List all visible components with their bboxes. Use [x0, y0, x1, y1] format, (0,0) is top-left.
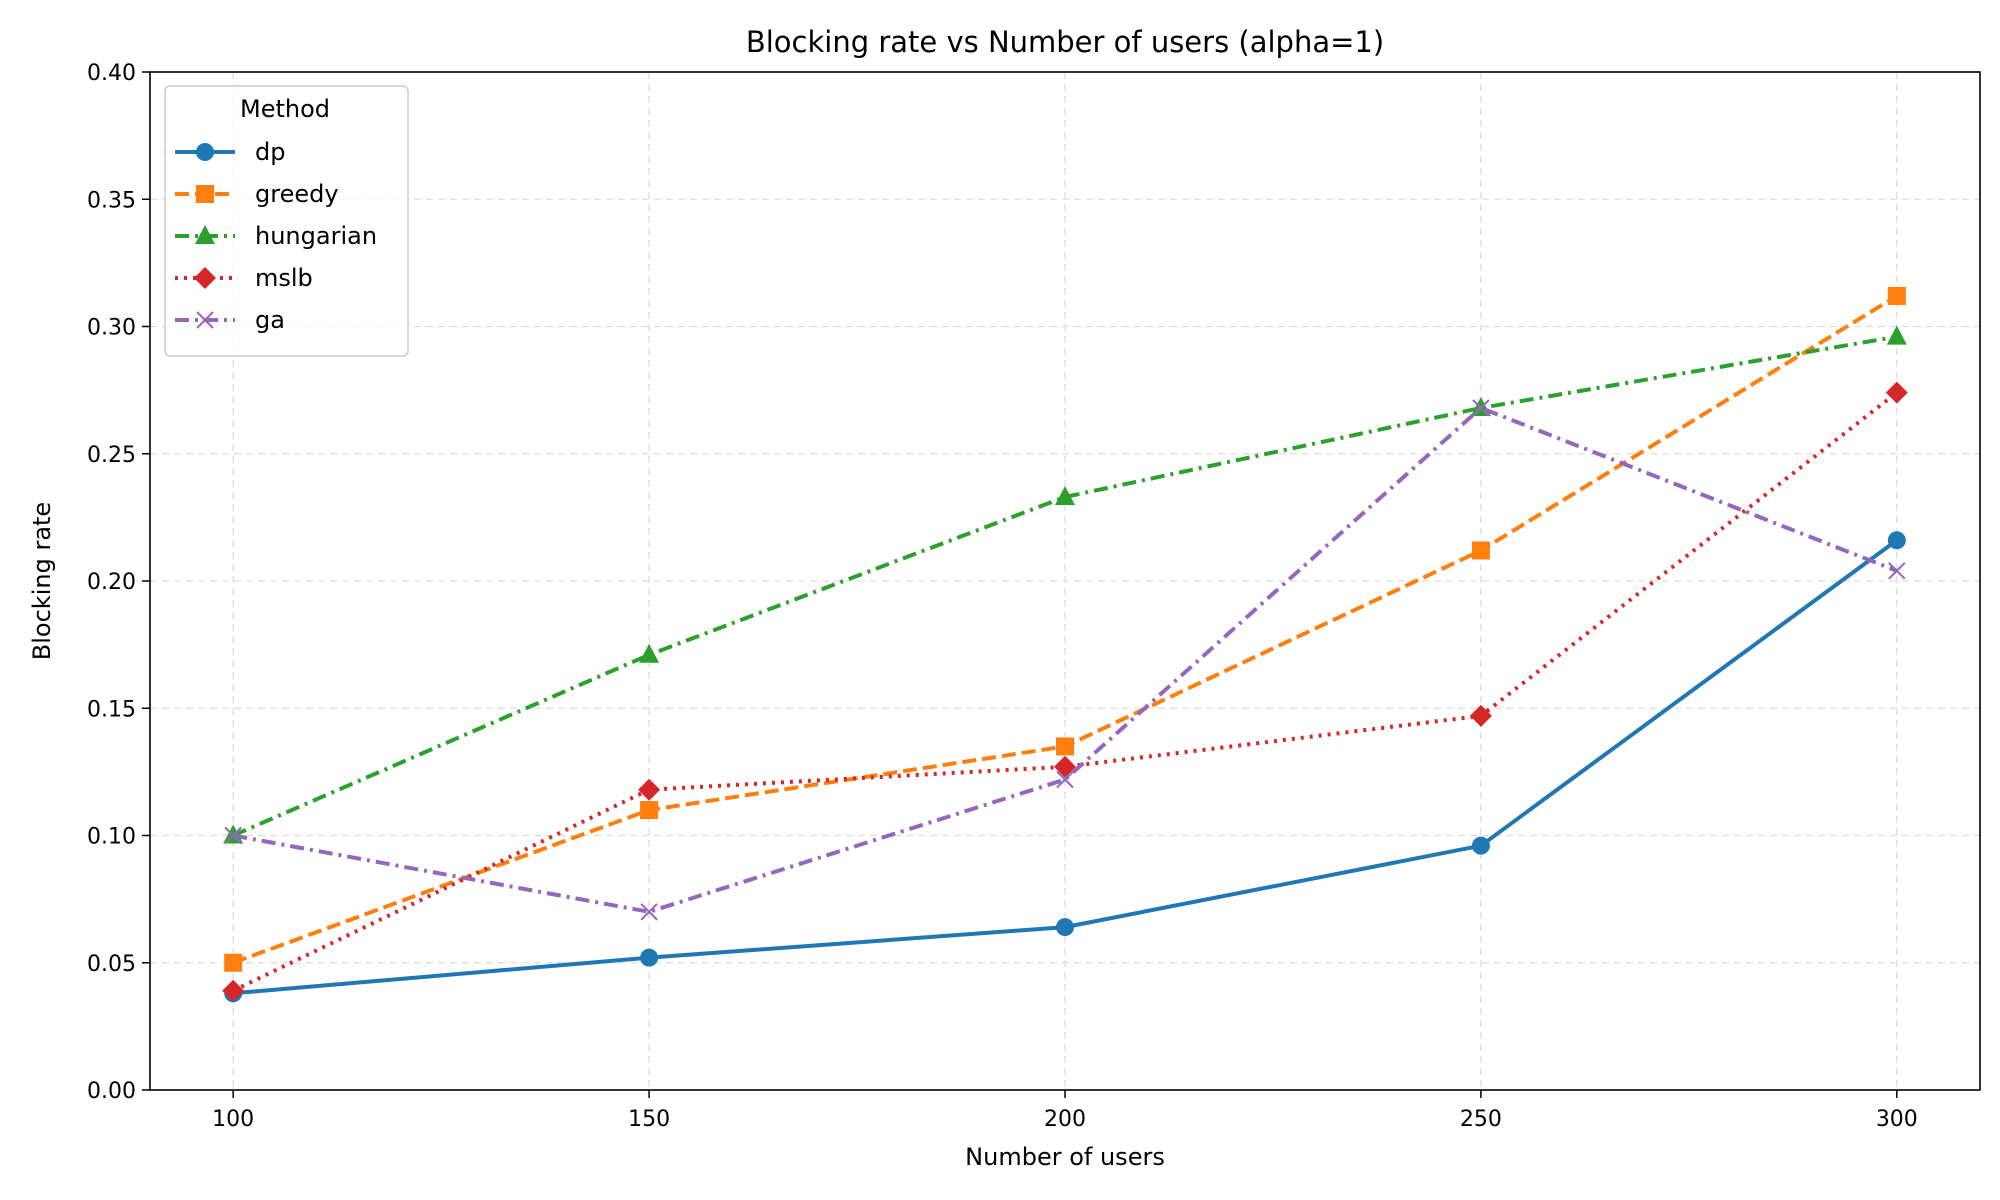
data-point-greedy — [224, 953, 243, 972]
data-point-dp — [1887, 531, 1906, 550]
data-point-ga — [1472, 399, 1490, 417]
data-point-hungarian — [639, 643, 660, 663]
x-tick-label: 100 — [212, 1107, 254, 1132]
data-point-dp — [1056, 918, 1074, 937]
y-axis: 0.00 0.05 0.10 0.15 0.20 0.25 0.30 0.35 0.40 — [87, 61, 150, 1104]
legend-items: dp greedy hungarian mslb ga — [175, 138, 377, 334]
y-tick-label: 0.20 — [87, 570, 136, 595]
legend-marker-greedy — [196, 185, 214, 203]
chart-title: Blocking rate vs Number of users (alpha=… — [746, 25, 1384, 59]
y-axis-title: Blocking rate — [28, 502, 56, 660]
legend-label-greedy: greedy — [255, 180, 339, 208]
data-point-ga — [1888, 562, 1906, 580]
legend-item-ga: ga — [175, 306, 285, 334]
legend-title: Method — [240, 95, 330, 123]
data-point-hungarian — [1055, 486, 1075, 506]
series-greedy — [224, 286, 1906, 972]
data-point-ga — [1056, 770, 1074, 789]
data-point-ga — [224, 826, 242, 845]
legend-marker-mslb — [194, 267, 216, 289]
x-axis-title: Number of users — [965, 1143, 1165, 1171]
series-mslb — [222, 381, 1908, 1002]
series-line-hungarian — [232, 334, 1898, 838]
legend-marker-hungarian — [195, 225, 215, 244]
y-tick-label: 0.40 — [87, 61, 136, 86]
data-point-greedy — [1056, 737, 1074, 756]
legend: Method dp greedy hungarian mslb ga — [164, 85, 409, 357]
x-tick-label: 300 — [1876, 1107, 1918, 1132]
data-point-mslb — [1469, 704, 1492, 727]
data-point-greedy — [1887, 286, 1906, 305]
y-tick-label: 0.00 — [87, 1079, 136, 1104]
y-tick-label: 0.35 — [87, 188, 136, 213]
data-point-hungarian — [223, 824, 244, 844]
data-point-hungarian — [1886, 325, 1907, 345]
legend-item-dp: dp — [175, 138, 285, 166]
data-point-ga — [640, 903, 658, 921]
data-point-mslb — [222, 979, 245, 1002]
y-tick-label: 0.05 — [87, 952, 136, 977]
data-point-mslb — [1054, 755, 1076, 778]
x-tick-label: 150 — [628, 1107, 670, 1132]
legend-item-hungarian: hungarian — [175, 222, 377, 250]
series-layer — [222, 286, 1908, 1003]
series-ga — [224, 399, 1906, 921]
legend-marker-dp — [196, 143, 214, 161]
y-tick-label: 0.25 — [87, 443, 136, 468]
series-hungarian — [223, 325, 1907, 844]
data-point-mslb — [1885, 381, 1908, 404]
data-point-mslb — [638, 778, 661, 801]
data-point-greedy — [640, 801, 659, 820]
y-tick-label: 0.15 — [87, 697, 136, 722]
data-point-dp — [640, 948, 659, 967]
legend-label-mslb: mslb — [255, 264, 313, 292]
legend-label-dp: dp — [255, 138, 285, 166]
x-axis: 100 150 200 250 300 — [212, 1090, 1918, 1132]
series-line-mslb — [232, 391, 1899, 993]
legend-marker-ga — [196, 311, 214, 329]
series-dp — [224, 531, 1906, 1003]
legend-label-hungarian: hungarian — [255, 222, 377, 250]
series-line-ga — [232, 405, 1898, 914]
x-tick-label: 200 — [1044, 1107, 1086, 1132]
data-point-greedy — [1471, 541, 1490, 560]
y-tick-label: 0.30 — [87, 316, 136, 341]
y-tick-label: 0.10 — [87, 825, 136, 850]
x-tick-label: 250 — [1460, 1107, 1502, 1132]
legend-item-mslb: mslb — [175, 264, 313, 292]
gridlines — [150, 72, 1980, 1090]
legend-item-greedy: greedy — [175, 180, 339, 208]
legend-label-ga: ga — [255, 306, 285, 334]
data-point-dp — [1471, 836, 1490, 855]
